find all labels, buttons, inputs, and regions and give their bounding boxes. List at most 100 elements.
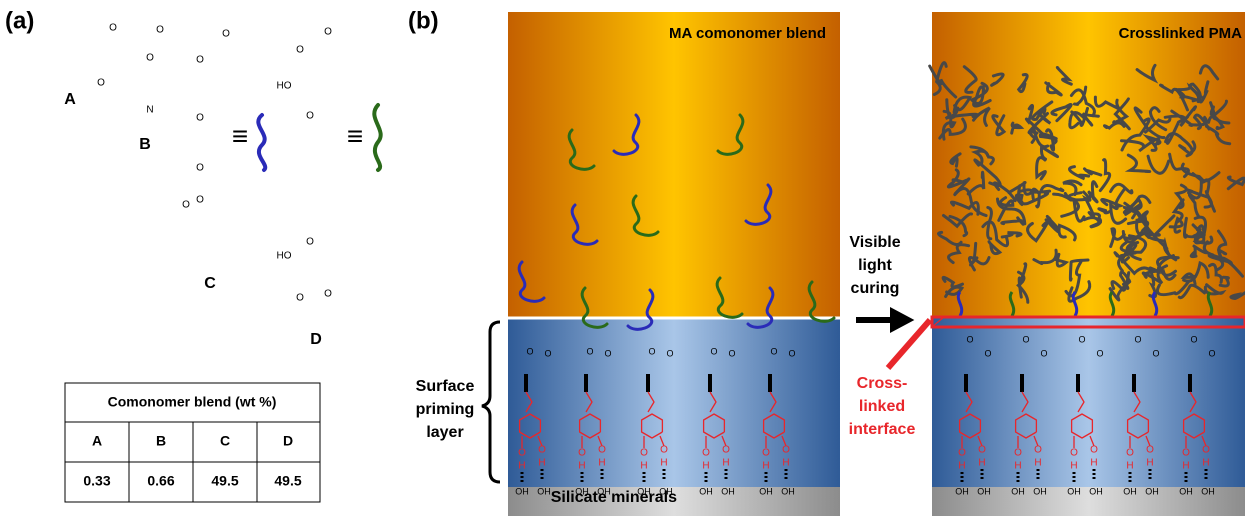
atom-label: O	[578, 448, 586, 459]
atom-label: O	[1070, 448, 1078, 459]
atom-label: O	[586, 346, 593, 356]
atom-label: H	[1182, 461, 1189, 472]
bond	[320, 174, 340, 180]
atom-label: O	[1146, 445, 1154, 456]
atom-label: O	[1014, 448, 1022, 459]
atom-label: OH	[537, 486, 551, 496]
atom-label: O	[604, 348, 611, 358]
atom-label: H	[1014, 461, 1021, 472]
bond	[290, 318, 300, 326]
atom-label: O	[666, 348, 673, 358]
atom-label: OH	[659, 486, 673, 496]
bond	[140, 94, 148, 104]
atom-label: H	[1034, 458, 1041, 469]
atom-label: H	[762, 461, 769, 472]
atom-label: H	[640, 461, 647, 472]
table-cell: 49.5	[274, 473, 301, 489]
atom-label: O	[146, 53, 154, 64]
atom-label: O	[1078, 334, 1085, 344]
panel-title: Crosslinked PMA	[1119, 25, 1243, 42]
atom-label: O	[97, 78, 105, 89]
bond	[300, 250, 306, 290]
table-cell: 0.66	[147, 473, 174, 489]
atom-label: H	[578, 461, 585, 472]
atom-label: O	[1126, 448, 1134, 459]
substrate-label: Silicate minerals	[551, 489, 677, 506]
panel-title: MA comonomer blend	[669, 25, 826, 42]
bond	[310, 220, 316, 238]
panel-label: (b)	[408, 7, 439, 34]
table-header: A	[92, 433, 102, 449]
atom-label: OH	[1011, 486, 1025, 496]
atom-label: O	[788, 348, 795, 358]
bond	[300, 304, 320, 326]
atom-label: O	[1022, 334, 1029, 344]
atom-label: O	[984, 348, 991, 358]
layer-label: layer	[426, 424, 463, 441]
atom-label: H	[978, 458, 985, 469]
atom-label: OH	[1179, 486, 1193, 496]
atom-label: O	[1202, 445, 1210, 456]
atom-label: O	[222, 29, 230, 40]
atom-label: O	[1152, 348, 1159, 358]
atom-label: OH	[1123, 486, 1137, 496]
bond	[320, 180, 334, 190]
atom-label: O	[728, 348, 735, 358]
compound-label: B	[139, 136, 151, 153]
table-header: C	[220, 433, 230, 449]
atom-label: O	[1090, 445, 1098, 456]
atom-label: O	[1190, 334, 1197, 344]
bond	[192, 218, 200, 246]
atom-label: N	[146, 105, 153, 116]
atom-label: O	[182, 200, 190, 211]
atom-label: OH	[1145, 486, 1159, 496]
bond	[300, 56, 306, 96]
bond	[138, 116, 144, 126]
bond	[60, 16, 70, 30]
atom-label: H	[1126, 461, 1133, 472]
atom-label: O	[324, 27, 332, 38]
atom-label: O	[156, 25, 164, 36]
layer-label: priming	[416, 401, 475, 418]
atom-label: O	[1208, 348, 1215, 358]
atom-label: H	[702, 461, 709, 472]
atom-label: O	[598, 445, 606, 456]
bond	[70, 44, 78, 74]
atom-label: O	[978, 445, 986, 456]
interface-label: linked	[859, 398, 905, 415]
atom-label: O	[324, 289, 332, 300]
compound-label: C	[204, 275, 216, 292]
atom-label: O	[1034, 445, 1042, 456]
atom-label: O	[538, 445, 546, 456]
ring	[304, 192, 328, 220]
bond	[140, 64, 150, 94]
atom-label: OH	[1067, 486, 1081, 496]
atom-label: OH	[1089, 486, 1103, 496]
bond	[316, 162, 320, 180]
bond	[300, 20, 320, 30]
equivalence: ≡	[232, 120, 248, 151]
atom-label: H	[538, 458, 545, 469]
bond	[200, 176, 206, 186]
primer-region	[508, 318, 840, 487]
atom-label: H	[1146, 458, 1153, 469]
atom-label: H	[518, 461, 525, 472]
atom-label: O	[526, 346, 533, 356]
atom-label: OH	[955, 486, 969, 496]
atom-label: OH	[977, 486, 991, 496]
atom-label: O	[722, 445, 730, 456]
atom-label: O	[710, 346, 717, 356]
atom-label: H	[660, 458, 667, 469]
atom-label: O	[1182, 448, 1190, 459]
atom-label: OH	[1033, 486, 1047, 496]
figure: (a) (b) MA comonomer blend Crosslinked P…	[0, 0, 1245, 516]
atom-label: O	[196, 195, 204, 206]
atom-label: O	[782, 445, 790, 456]
interface-label: interface	[849, 421, 916, 438]
panel-label: (a)	[5, 7, 34, 34]
atom-label: O	[660, 445, 668, 456]
atom-label: H	[1202, 458, 1209, 469]
atom-label: OH	[1201, 486, 1215, 496]
atom-label: OH	[575, 486, 589, 496]
atom-label: H	[722, 458, 729, 469]
